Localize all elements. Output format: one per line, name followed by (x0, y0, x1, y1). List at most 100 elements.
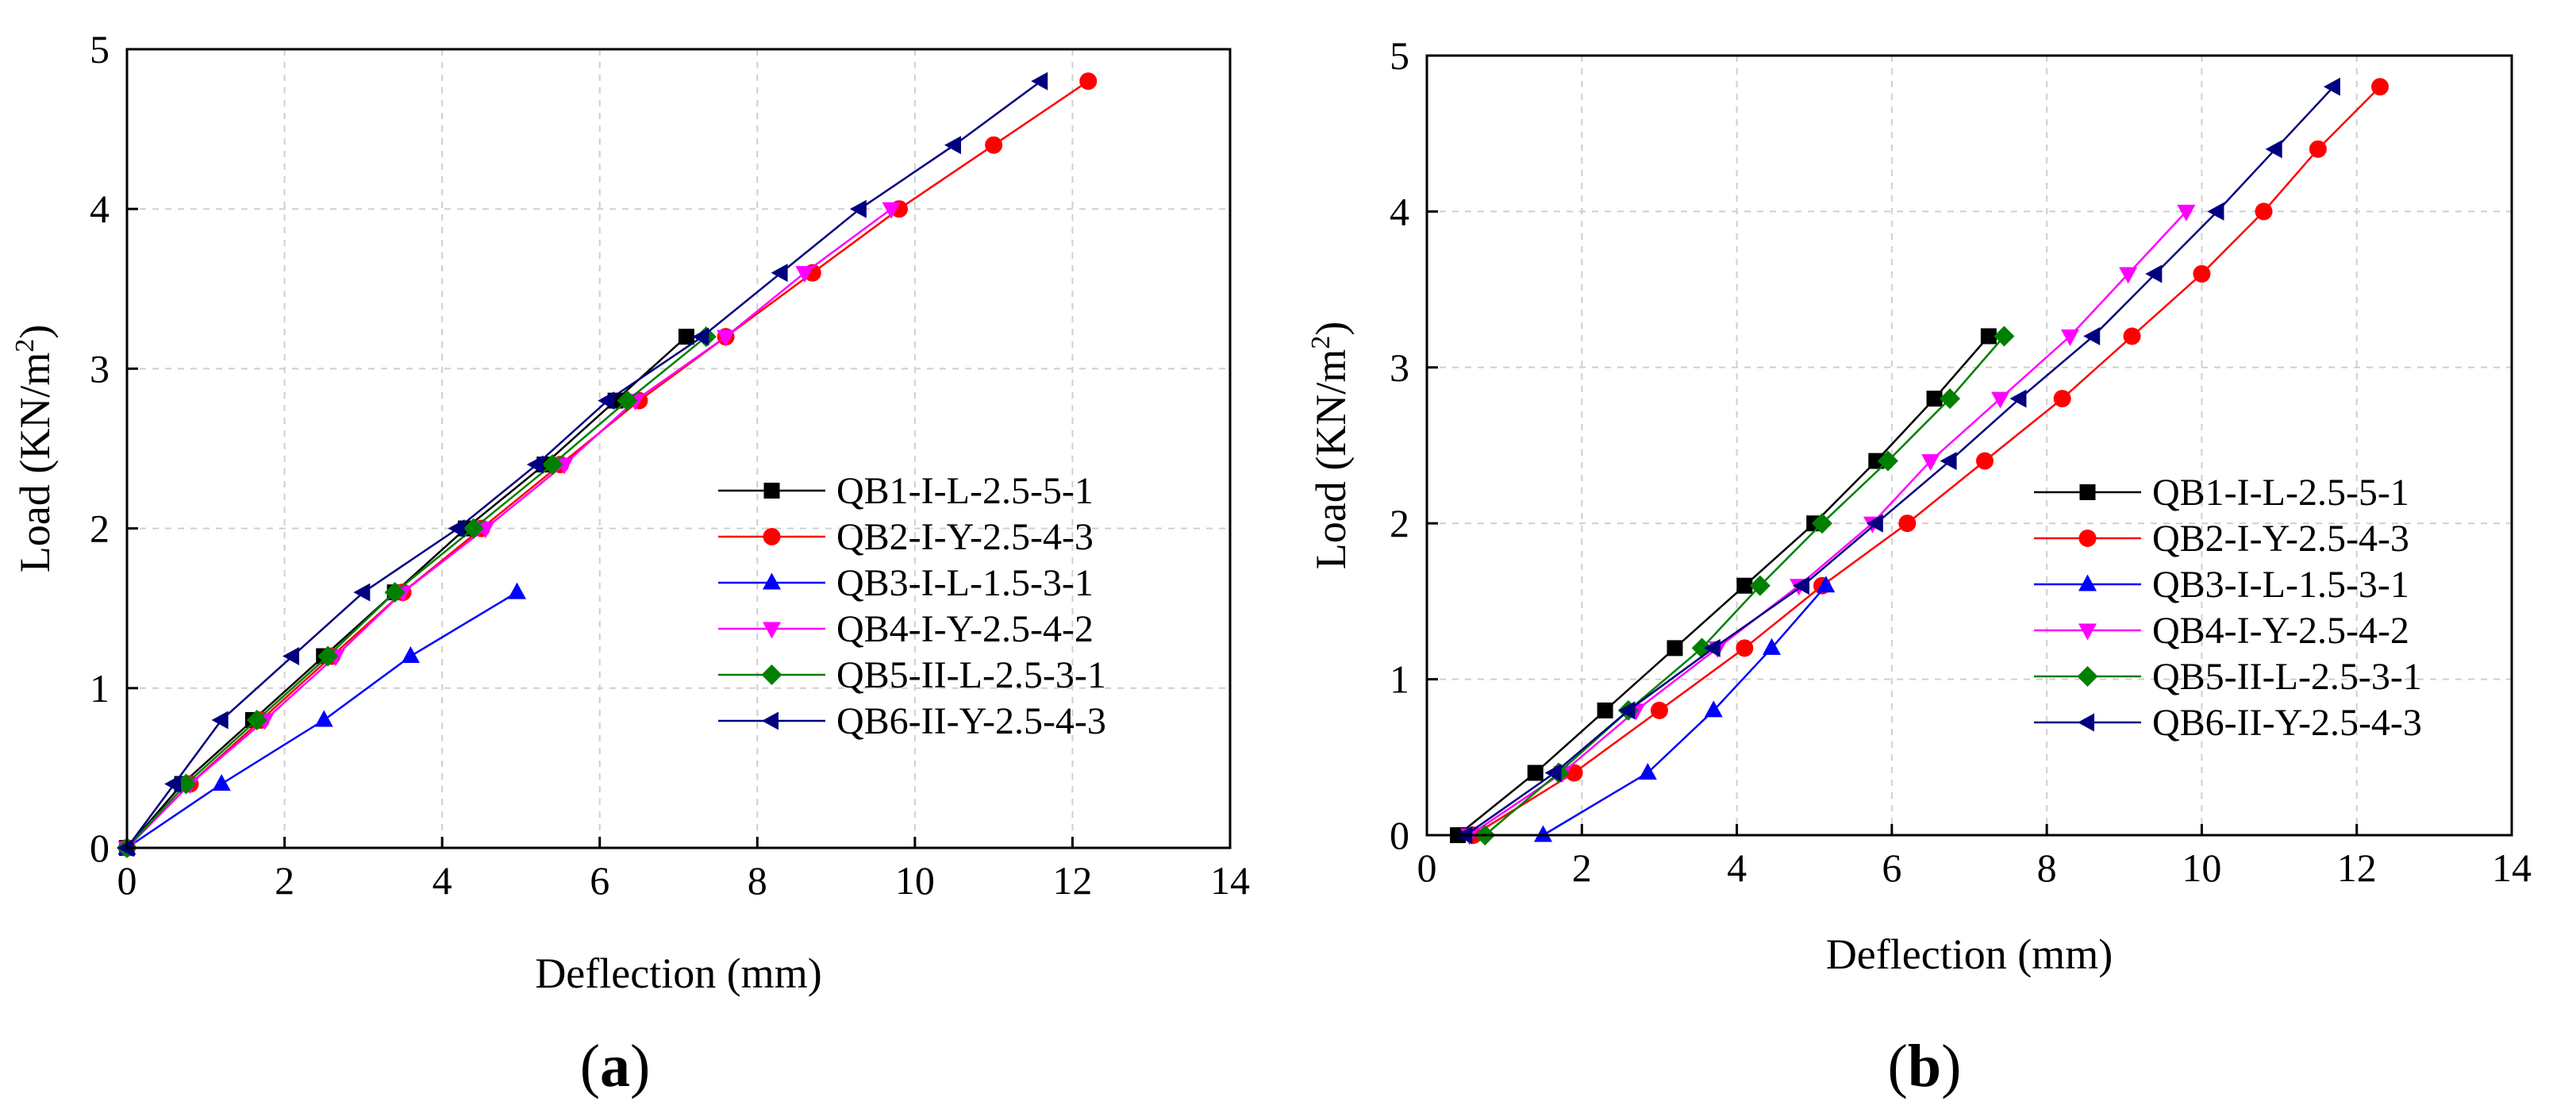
x-tick-label-6: 6 (1882, 845, 1901, 890)
y-tick-label-0: 0 (1390, 813, 1409, 857)
legend-b: QB1-I-L-2.5-5-1QB2-I-Y-2.5-4-3QB3-I-L-1.… (2034, 472, 2422, 744)
legend-item: QB1-I-L-2.5-5-1 (718, 470, 1094, 512)
data-point (1736, 639, 1754, 657)
x-tick-label-2: 2 (275, 858, 294, 903)
data-point (1597, 702, 1613, 718)
y-tick-label-5: 5 (1390, 33, 1409, 78)
data-point (1994, 325, 2015, 347)
y-axis-title-end-a: ) (11, 325, 59, 339)
legend-item: QB6-II-Y-2.5-4-3 (2034, 702, 2422, 744)
y-tick-label-1: 1 (90, 666, 110, 711)
data-point (1898, 514, 1917, 533)
data-point (795, 266, 814, 283)
legend-item: QB1-I-L-2.5-5-1 (2034, 472, 2409, 514)
data-point (1667, 640, 1683, 657)
data-point (164, 775, 182, 794)
data-point (1079, 72, 1098, 91)
gridlines-a (127, 49, 1230, 848)
plot-frame-a (125, 48, 1232, 849)
y-tick-label-1: 1 (1390, 657, 1409, 702)
data-point (944, 136, 961, 155)
data-point (2053, 390, 2071, 408)
data-point (401, 646, 420, 664)
y-axis-title-main-b: Load (KN/m (1307, 349, 1355, 569)
y-tick-label-2: 2 (90, 507, 110, 551)
legend-marker (2077, 666, 2098, 687)
data-point (448, 519, 465, 538)
data-point (1868, 453, 1885, 469)
legend-marker (2078, 623, 2097, 641)
legend-label: QB5-II-L-2.5-3-1 (836, 654, 1106, 696)
legend-label: QB3-I-L-1.5-3-1 (836, 562, 1094, 604)
data-point (985, 136, 1003, 154)
data-point (692, 327, 709, 346)
legend-label: QB6-II-Y-2.5-4-3 (836, 700, 1106, 742)
data-point (1940, 388, 1961, 410)
series-QB3-I-L-1.5-3-1 (117, 582, 526, 855)
legend-a: QB1-I-L-2.5-5-1QB2-I-Y-2.5-4-3QB3-I-L-1.… (718, 470, 1106, 742)
legend-marker (2079, 484, 2096, 500)
data-point (1749, 575, 1771, 596)
legend-item: QB3-I-L-1.5-3-1 (2034, 564, 2409, 606)
legend-marker (763, 622, 781, 639)
legend-item: QB4-I-Y-2.5-4-2 (718, 608, 1094, 650)
y-axis-title-b: Load (KN/m2) (1306, 322, 1355, 569)
data-point (882, 202, 901, 219)
data-point (2207, 202, 2224, 221)
data-point (317, 645, 339, 667)
data-point (1811, 513, 1832, 534)
data-point (1926, 391, 1943, 407)
data-point (1763, 637, 1782, 655)
data-point (246, 710, 267, 731)
x-tick-label-2: 2 (1572, 845, 1592, 890)
data-point (1527, 765, 1544, 781)
panel-label-a: (a) (580, 1033, 651, 1100)
x-tick-label-14: 14 (2492, 845, 2532, 890)
data-point (1991, 391, 2010, 409)
y-tick-label-4: 4 (90, 187, 110, 231)
legend-marker (763, 572, 781, 590)
gridlines-b (1427, 56, 2512, 835)
y-axis-title-a: Load (KN/m2) (10, 325, 59, 572)
data-point (1940, 452, 1957, 471)
data-point (2255, 202, 2273, 221)
data-point (1703, 638, 1721, 657)
legend-item: QB5-II-L-2.5-3-1 (2034, 656, 2422, 698)
data-point (2009, 389, 2027, 408)
y-axis-title-superscript-b: 2 (1306, 336, 1336, 349)
data-point (678, 329, 694, 345)
data-point (526, 455, 544, 474)
data-point (2265, 140, 2282, 159)
legend-item: QB2-I-Y-2.5-4-3 (2034, 518, 2409, 560)
series-line (1457, 335, 1990, 836)
data-point (1544, 763, 1562, 782)
legend-label: QB2-I-Y-2.5-4-3 (836, 516, 1094, 558)
y-tick-label-5: 5 (90, 27, 110, 71)
data-point (1618, 701, 1636, 720)
data-point (2083, 327, 2101, 346)
data-point (598, 391, 615, 410)
data-point (2193, 264, 2211, 283)
y-tick-label-2: 2 (1390, 501, 1409, 545)
data-point (1533, 825, 1552, 842)
data-point (1866, 514, 1883, 533)
legend-marker (762, 711, 779, 730)
legend-label: QB2-I-Y-2.5-4-3 (2152, 518, 2409, 560)
data-point (2145, 264, 2163, 283)
legend-label: QB4-I-Y-2.5-4-2 (2152, 610, 2409, 652)
legend-marker (2078, 530, 2097, 547)
legend-marker (2078, 574, 2097, 591)
data-point (1736, 577, 1753, 594)
legend-label: QB1-I-L-2.5-5-1 (2152, 472, 2409, 514)
legend-item: QB3-I-L-1.5-3-1 (718, 562, 1094, 604)
data-point (212, 774, 231, 792)
x-tick-label-10: 10 (895, 858, 935, 903)
data-point (314, 710, 333, 727)
data-point (617, 390, 638, 411)
legend-label: QB5-II-L-2.5-3-1 (2152, 656, 2422, 698)
y-axis-title-end-b: ) (1307, 322, 1355, 336)
plot-frame-b (1425, 54, 2513, 837)
x-tick-label-12: 12 (2337, 845, 2377, 890)
